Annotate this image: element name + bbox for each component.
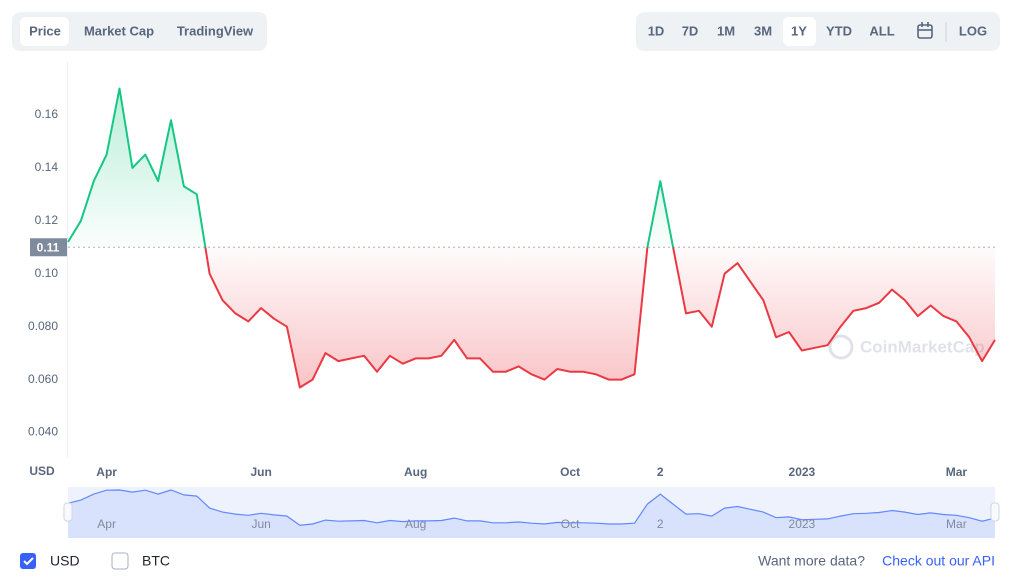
y-tick-label: 0.14 <box>35 160 59 174</box>
navigator-label: Mar <box>946 517 967 531</box>
range-active <box>783 17 816 46</box>
navigator-line <box>67 489 996 526</box>
watermark-text: CoinMarketCap <box>860 337 985 356</box>
api-link[interactable]: Check out our API <box>882 553 995 569</box>
tab-group <box>12 12 267 51</box>
range-group <box>636 12 1000 51</box>
tab[interactable]: Market Cap <box>84 23 154 38</box>
navigator-label: Aug <box>405 517 426 531</box>
navigator-label: Apr <box>97 517 116 531</box>
watermark: CoinMarketCap <box>828 334 985 360</box>
navigator-label: Oct <box>561 517 580 531</box>
x-tick-label: Jun <box>250 465 271 479</box>
navigator-handle[interactable] <box>63 502 73 522</box>
tab[interactable]: TradingView <box>177 23 254 38</box>
x-tick-label: Aug <box>404 465 427 479</box>
range[interactable]: YTD <box>826 23 852 38</box>
checkbox[interactable] <box>111 552 129 570</box>
range[interactable]: 1M <box>717 23 735 38</box>
y-tick-label: 0.080 <box>28 319 58 333</box>
calendar-icon[interactable] <box>917 22 933 39</box>
range[interactable]: 3M <box>754 23 772 38</box>
checkbox-checked[interactable] <box>20 553 36 569</box>
x-tick-label: Mar <box>946 465 968 479</box>
y-tick-label: 0.10 <box>35 266 59 280</box>
x-tick-label: 2 <box>657 465 664 479</box>
tab-active <box>20 17 69 46</box>
baseline-label: 0.11 <box>37 240 60 254</box>
x-tick-label: Oct <box>560 465 580 479</box>
range[interactable]: 7D <box>682 23 699 38</box>
check-icon <box>23 557 34 566</box>
currency-label: USD <box>50 553 80 569</box>
navigator-label: 2023 <box>789 517 816 531</box>
x-tick-label: 2023 <box>789 465 816 479</box>
range[interactable]: 1D <box>648 23 665 38</box>
navigator-handle[interactable] <box>990 502 1000 522</box>
navigator-label: 2 <box>657 517 664 531</box>
y-axis-label: USD <box>29 464 55 478</box>
tab[interactable]: Price <box>29 23 61 38</box>
more-data-text: Want more data? <box>758 553 865 569</box>
y-tick-label: 0.12 <box>35 213 59 227</box>
y-tick-label: 0.16 <box>35 107 59 121</box>
currency-label: BTC <box>142 553 170 569</box>
log-toggle[interactable]: LOG <box>959 23 987 38</box>
price-line <box>67 87 996 389</box>
range[interactable]: ALL <box>869 23 894 38</box>
y-tick-label: 0.040 <box>28 425 58 439</box>
baseline-label-bg <box>30 238 67 257</box>
range[interactable]: 1Y <box>791 23 807 38</box>
navigator-area <box>68 490 995 538</box>
area <box>68 88 995 388</box>
y-tick-label: 0.060 <box>28 372 58 386</box>
navigator-label: Jun <box>251 517 270 531</box>
x-tick-label: Apr <box>96 465 117 479</box>
